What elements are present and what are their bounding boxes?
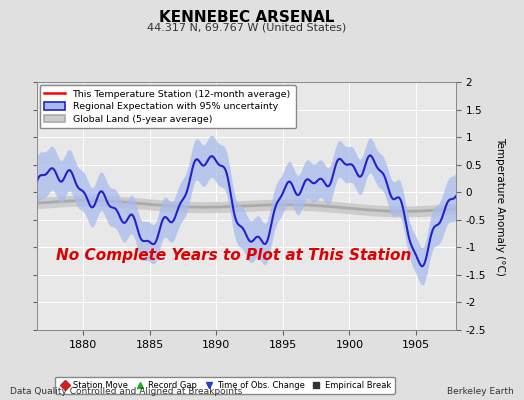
Text: Data Quality Controlled and Aligned at Breakpoints: Data Quality Controlled and Aligned at B… [10, 387, 243, 396]
Text: Berkeley Earth: Berkeley Earth [447, 387, 514, 396]
Y-axis label: Temperature Anomaly (°C): Temperature Anomaly (°C) [495, 136, 506, 276]
Text: 44.317 N, 69.767 W (United States): 44.317 N, 69.767 W (United States) [147, 22, 346, 32]
Text: KENNEBEC ARSENAL: KENNEBEC ARSENAL [159, 10, 334, 25]
Legend: Station Move, Record Gap, Time of Obs. Change, Empirical Break: Station Move, Record Gap, Time of Obs. C… [56, 377, 395, 394]
Text: No Complete Years to Plot at This Station: No Complete Years to Plot at This Statio… [56, 248, 411, 263]
